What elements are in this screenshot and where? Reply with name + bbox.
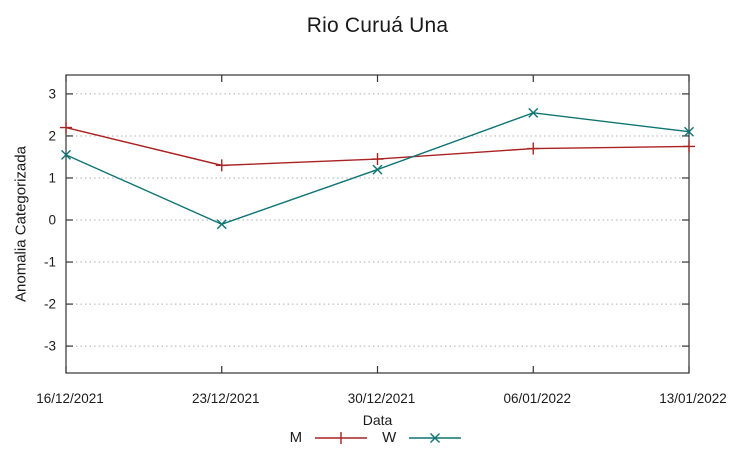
legend-entry-w: W	[382, 429, 462, 446]
y-tick-label: -3	[44, 339, 56, 354]
x-tick-label: 13/01/2022	[659, 391, 727, 406]
y-tick-label: -1	[44, 255, 56, 270]
legend-sample-line-icon	[409, 432, 462, 443]
y-tick-label: -2	[44, 297, 56, 312]
legend-entry-m: M	[290, 429, 369, 446]
legend-sample-line-icon	[315, 431, 368, 444]
legend-label-m: M	[289, 429, 303, 446]
y-tick-label: 3	[48, 86, 56, 101]
series-line-w	[65, 112, 690, 225]
x-tick-label: 16/12/2021	[36, 391, 104, 406]
chart-title: Rio Curuá Una	[306, 14, 449, 37]
x-axis-title: Data	[362, 412, 393, 428]
cross-marker-icon	[61, 149, 71, 160]
x-tick-label: 23/12/2021	[192, 391, 260, 406]
cross-marker-icon	[216, 219, 227, 230]
y-tick-label: 1	[48, 170, 56, 185]
y-tick-label: 0	[48, 213, 56, 228]
cross-marker-icon	[528, 107, 539, 118]
legend: M W	[0, 429, 752, 446]
y-tick-label: 2	[48, 128, 56, 143]
x-tick-label: 06/01/2022	[503, 391, 571, 406]
x-tick-label: 30/12/2021	[348, 391, 416, 406]
cross-marker-icon	[684, 126, 694, 137]
cross-marker-icon	[372, 164, 383, 175]
legend-label-w: W	[382, 429, 397, 446]
cross-marker-icon	[430, 432, 441, 443]
